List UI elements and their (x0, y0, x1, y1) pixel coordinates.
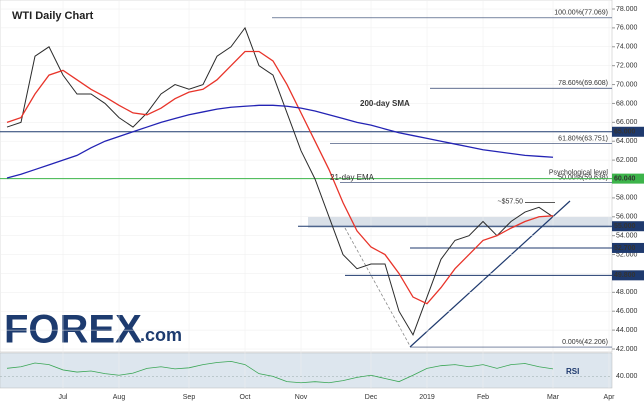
y-tick-label: 70.000 (616, 81, 638, 88)
x-tick-label: Jul (59, 394, 68, 401)
level-label: 55.000 (614, 223, 636, 230)
fib-label: 100.00%(77.069) (554, 10, 608, 17)
fib-label: 78.60%(69.608) (558, 80, 608, 87)
x-tick-label: Nov (295, 394, 308, 401)
series-label: 21-day EMA (330, 173, 375, 182)
level-label: 49.800 (614, 272, 636, 279)
level-tag (612, 242, 644, 253)
x-tick-label: Sep (183, 394, 196, 401)
x-tick-label: Feb (477, 394, 489, 401)
annotation: ~$57.50 (498, 198, 524, 205)
series-line (6, 360, 554, 384)
rsi-label: RSI (566, 367, 579, 376)
y-tick-label: 78.000 (616, 6, 638, 13)
y-tick-label: 52.000 (616, 251, 638, 258)
level-tag (612, 270, 644, 281)
series-line (6, 26, 554, 336)
logo-suffix: .com (140, 325, 182, 345)
series-line (6, 50, 554, 305)
y-tick-label: 62.000 (616, 157, 638, 164)
series-line (6, 104, 554, 179)
rsi-tick-label: 40.000 (616, 373, 638, 380)
y-tick-label: 44.000 (616, 327, 638, 334)
level-tag (612, 126, 644, 137)
x-tick-label: Apr (604, 394, 616, 401)
trend-line (409, 200, 571, 348)
swing-line (344, 227, 411, 347)
y-tick-label: 72.000 (616, 63, 638, 70)
level-tag (612, 173, 644, 184)
x-tick-label: Aug (113, 394, 126, 401)
y-tick-label: 56.000 (616, 214, 638, 221)
fib-label: 0.00%(42.206) (562, 339, 608, 346)
y-tick-label: 42.000 (616, 346, 638, 353)
level-note: Psychological level (549, 169, 609, 176)
x-tick-label: Mar (547, 394, 560, 401)
chart-title: WTI Daily Chart (12, 10, 94, 22)
fib-label: 50.00%(59.638) (558, 174, 608, 181)
level-label: 52.700 (614, 245, 636, 252)
level-tag (612, 221, 644, 232)
y-tick-label: 76.000 (616, 25, 638, 32)
x-tick-label: Oct (240, 394, 251, 401)
support-zone (308, 217, 612, 228)
x-tick-label: 2019 (419, 394, 435, 401)
logo: FOREX (4, 308, 142, 352)
plot-area (0, 0, 613, 353)
y-tick-label: 54.000 (616, 233, 638, 240)
level-label: 65.000 (614, 129, 636, 136)
series-label: 200-day SMA (360, 99, 410, 108)
fib-label: 61.80%(63.751) (558, 135, 608, 142)
x-tick-label: Dec (365, 394, 378, 401)
y-tick-label: 68.000 (616, 100, 638, 107)
y-tick-label: 48.000 (616, 289, 638, 296)
y-tick-label: 58.000 (616, 195, 638, 202)
level-label: 60.040 (614, 175, 636, 182)
y-tick-label: 46.000 (616, 308, 638, 315)
y-tick-label: 64.000 (616, 138, 638, 145)
y-tick-label: 74.000 (616, 44, 638, 51)
y-tick-label: 66.000 (616, 119, 638, 126)
